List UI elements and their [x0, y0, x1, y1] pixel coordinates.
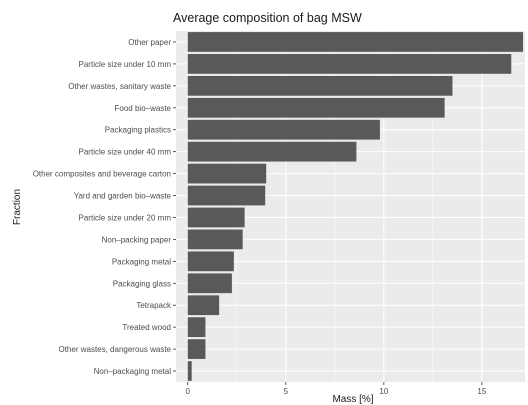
bar — [187, 75, 453, 96]
bar — [187, 141, 357, 162]
bar — [187, 251, 234, 272]
bar — [187, 185, 266, 206]
y-tick-label: Other wastes, dangerous waste — [58, 345, 171, 354]
y-tick-label: Yard and garden bio–waste — [74, 192, 172, 201]
bar — [187, 119, 380, 140]
y-tick-label: Particle size under 10 mm — [79, 60, 172, 69]
x-tick-label: 15 — [477, 387, 486, 396]
x-tick-label: 10 — [379, 387, 388, 396]
y-tick-label: Particle size under 20 mm — [79, 213, 172, 222]
y-axis-label: Fraction — [12, 189, 23, 225]
y-tick-label: Packaging glass — [113, 279, 171, 288]
x-axis-ticks: 0 5 10 15 — [186, 382, 487, 396]
y-tick-label: Other paper — [128, 38, 171, 47]
bars — [187, 32, 524, 381]
x-tick-label: 5 — [284, 387, 289, 396]
x-axis-label: Mass [%] — [332, 394, 373, 405]
y-tick-label: Packaging plastics — [105, 126, 171, 135]
bar — [187, 339, 206, 359]
bar — [187, 317, 206, 338]
y-tick-label: Non–packaging metal — [94, 367, 172, 376]
y-tick-label: Other composites and beverage carton — [33, 170, 171, 179]
y-tick-label: Other wastes, sanitary waste — [68, 82, 171, 91]
bar — [187, 273, 232, 294]
y-tick-label: Treated wood — [122, 323, 171, 332]
y-tick-label: Packaging metal — [112, 257, 171, 266]
bar — [187, 32, 524, 52]
y-tick-label: Particle size under 40 mm — [79, 148, 172, 157]
bar — [187, 295, 220, 316]
y-tick-label: Non–packing paper — [102, 235, 172, 244]
bar — [187, 207, 245, 228]
x-tick-label: 0 — [186, 387, 191, 396]
chart-title: Average composition of bag MSW — [173, 11, 362, 25]
y-tick-label: Tetrapack — [136, 301, 172, 310]
bar — [187, 97, 445, 118]
y-axis-ticks: Other paper Particle size under 10 mm Othe… — [33, 38, 176, 376]
bar — [187, 163, 267, 184]
bar — [187, 361, 192, 381]
bar — [187, 229, 243, 250]
y-tick-label: Food bio–waste — [115, 104, 172, 113]
bar — [187, 54, 512, 74]
